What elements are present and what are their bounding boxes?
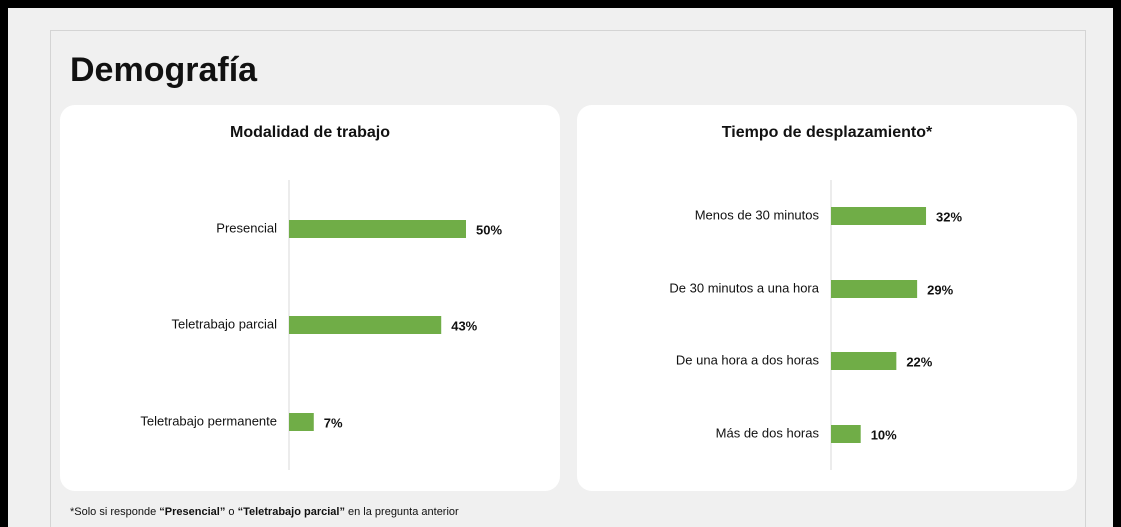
bar	[289, 220, 466, 238]
value-label: 22%	[906, 354, 932, 369]
footnote-part: en la pregunta anterior	[345, 506, 459, 518]
value-label: 43%	[451, 318, 477, 333]
category-label: Presencial	[216, 220, 277, 235]
card	[577, 105, 1077, 491]
category-label: Menos de 30 minutos	[695, 207, 820, 222]
footnote-part: “Teletrabajo parcial”	[238, 506, 345, 518]
value-label: 50%	[476, 222, 502, 237]
bar	[289, 413, 314, 431]
bar	[831, 280, 918, 298]
value-label: 29%	[927, 282, 953, 297]
chart-title: Modalidad de trabajo	[230, 124, 390, 141]
card	[60, 105, 560, 491]
value-label: 32%	[936, 209, 962, 224]
page-title: Demografía	[70, 51, 258, 89]
bar	[289, 316, 442, 334]
value-label: 10%	[871, 427, 897, 442]
value-label: 7%	[324, 415, 343, 430]
chart-title: Tiempo de desplazamiento*	[722, 124, 933, 141]
bar	[831, 207, 927, 225]
category-label: Teletrabajo parcial	[171, 316, 277, 331]
footnote-part: o	[225, 506, 237, 518]
panel-border	[50, 30, 1086, 527]
bar	[831, 352, 897, 370]
footnote-part: “Presencial”	[159, 506, 225, 518]
category-label: De 30 minutos a una hora	[669, 280, 819, 295]
category-label: Teletrabajo permanente	[140, 413, 277, 428]
category-label: De una hora a dos horas	[676, 352, 820, 367]
category-label: Más de dos horas	[716, 425, 820, 440]
footnote: *Solo si responde “Presencial” o “Teletr…	[70, 506, 459, 518]
footnote-part: *Solo si responde	[70, 506, 159, 518]
bar	[831, 425, 861, 443]
